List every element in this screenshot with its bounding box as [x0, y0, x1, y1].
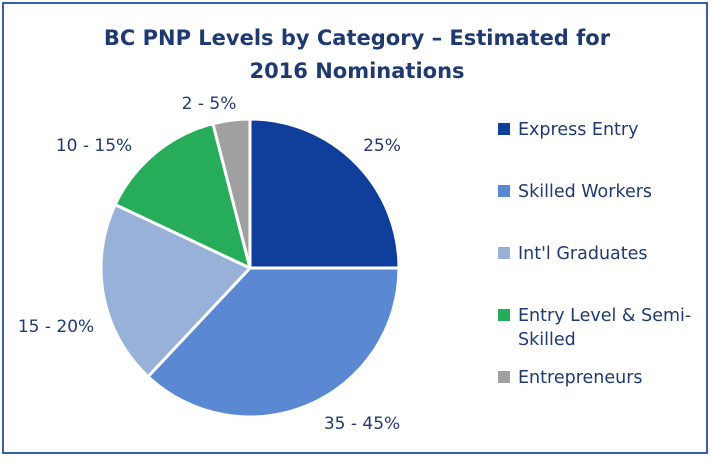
- pie-slice-entrepreneurs: [211, 117, 252, 270]
- data-label-int-l-graduates: 15 - 20%: [18, 317, 94, 337]
- legend-label: Entry Level & Semi-Skilled: [518, 306, 692, 350]
- chart-title-line-2: 2016 Nominations: [249, 59, 465, 83]
- legend-label: Express Entry: [518, 120, 639, 140]
- legend-swatch: [498, 247, 510, 259]
- legend-swatch: [498, 371, 510, 383]
- data-label-entry-level-semi-skilled: 10 - 15%: [56, 136, 132, 156]
- legend-swatch: [498, 309, 510, 321]
- pie-slice-entry-level-semi-skilled: [113, 122, 252, 270]
- legend-swatch: [498, 185, 510, 197]
- legend-label: Entrepreneurs: [518, 368, 643, 388]
- data-label-entrepreneurs: 2 - 5%: [182, 94, 237, 114]
- chart-title-line-1: BC PNP Levels by Category – Estimated fo…: [103, 26, 611, 50]
- legend-label: Int'l Graduates: [518, 244, 648, 264]
- data-label-express-entry: 25%: [363, 136, 401, 156]
- pie-data-labels: 25% 35 - 45% 15 - 20% 10 - 15% 2 - 5%: [18, 94, 401, 434]
- legend-swatch: [498, 123, 510, 135]
- pie-slice-express-entry: [248, 117, 401, 270]
- data-label-skilled-workers: 35 - 45%: [324, 414, 400, 434]
- chart-title: BC PNP Levels by Category – Estimated fo…: [4, 22, 710, 88]
- pie-slices: [99, 117, 401, 419]
- pie-slice-skilled-workers: [146, 266, 401, 419]
- legend-label: Skilled Workers: [518, 182, 653, 202]
- pie-slice-int-l-graduates: [99, 203, 252, 379]
